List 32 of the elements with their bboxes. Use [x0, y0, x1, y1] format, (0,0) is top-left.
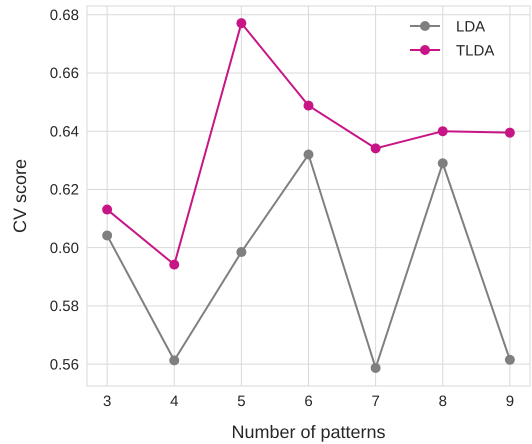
x-tick-label: 9 — [506, 393, 514, 410]
point — [438, 126, 448, 136]
y-axis-title: CV score — [10, 158, 30, 234]
point — [504, 354, 515, 365]
point — [304, 150, 314, 160]
point — [102, 204, 112, 215]
point — [236, 247, 246, 258]
point — [102, 230, 112, 240]
legend-label: LDA — [456, 18, 486, 36]
point — [370, 362, 381, 373]
x-tick-label: 6 — [304, 393, 313, 410]
y-tick-label: 0.60 — [50, 240, 79, 257]
legend-label: TLDA — [456, 42, 494, 60]
x-tick-label: 7 — [371, 393, 380, 410]
x-tick-label: 8 — [438, 393, 447, 410]
point — [169, 355, 180, 366]
y-tick-label: 0.56 — [50, 356, 79, 374]
y-tick-label: 0.58 — [50, 298, 79, 316]
y-tick-label: 0.68 — [50, 6, 79, 24]
point — [304, 100, 314, 111]
point — [504, 128, 515, 138]
x-axis-title: Number of patterns — [231, 422, 386, 442]
point — [169, 260, 180, 270]
x-tick-label: 5 — [237, 393, 246, 410]
y-tick-label: 0.66 — [50, 65, 79, 82]
x-tick-label: 3 — [102, 393, 112, 410]
y-tick-label: 0.62 — [50, 182, 79, 199]
point — [438, 158, 448, 168]
point — [236, 18, 246, 28]
point — [370, 143, 381, 154]
y-tick-label: 0.64 — [50, 123, 79, 140]
x-tick-label: 4 — [170, 393, 178, 410]
